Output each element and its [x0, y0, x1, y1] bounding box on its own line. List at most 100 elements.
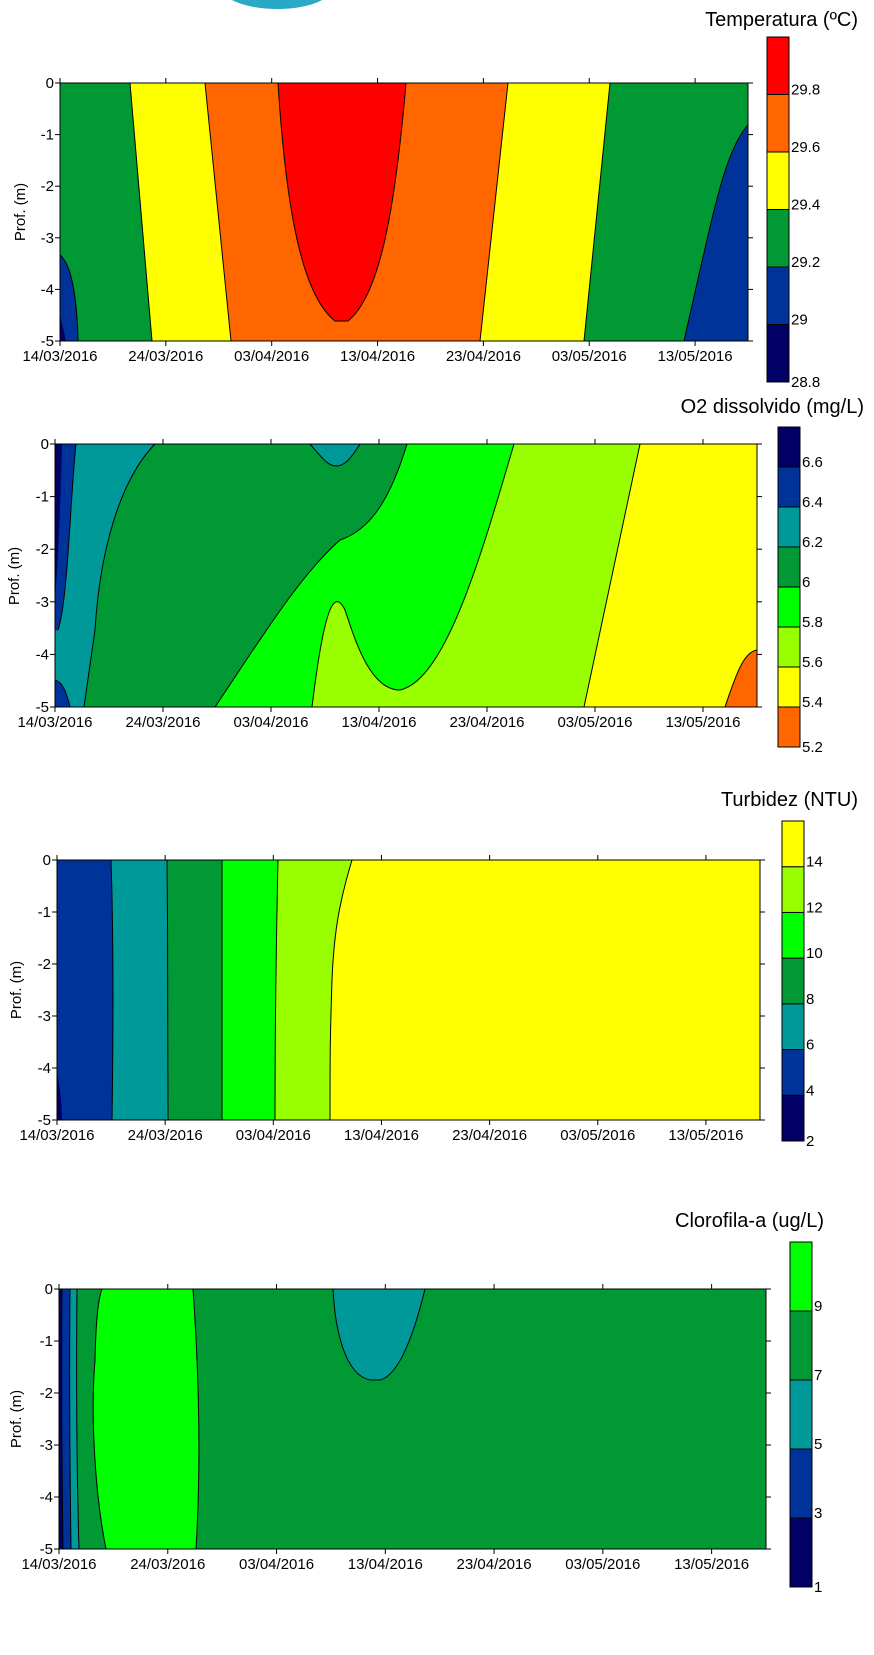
colorbar-label: 9 — [814, 1298, 822, 1315]
colorbar-swatch — [766, 266, 790, 325]
plot-frame — [54, 443, 758, 708]
colorbar-label: 3 — [814, 1505, 822, 1522]
colorbar-swatch — [789, 1241, 813, 1312]
colorbar-label: 6 — [802, 574, 810, 591]
x-tick-label: 03/04/2016 — [239, 1556, 314, 1573]
colorbar-swatch — [781, 1003, 805, 1051]
y-tick-label: -2 — [40, 1385, 53, 1402]
x-tick-label: 13/05/2016 — [658, 348, 733, 365]
x-tick-label: 13/04/2016 — [348, 1556, 423, 1573]
colorbar-label: 29.6 — [791, 139, 820, 156]
colorbar-swatch — [789, 1448, 813, 1519]
y-tick-label: -2 — [41, 178, 54, 195]
y-tick-label: -3 — [40, 1437, 53, 1454]
colorbar-swatch — [777, 506, 801, 548]
colorbar-label: 7 — [814, 1367, 822, 1384]
contour-region — [57, 860, 113, 1120]
x-tick-label: 13/04/2016 — [340, 348, 415, 365]
y-tick-label: -3 — [38, 1008, 51, 1025]
y-tick-label: -2 — [36, 541, 49, 558]
x-axis: 0 -1 -2 -3 -4 -514/03/2016 24/03/2016 03/04/201… — [22, 75, 753, 365]
contour-region — [55, 680, 70, 707]
colorbar-temperatura: 28.8 29 29.2 29.4 29.6 29.8 — [766, 36, 820, 391]
y-tick-label: 0 — [46, 75, 54, 92]
colorbar-swatch — [777, 666, 801, 708]
contour-region — [725, 650, 757, 707]
colorbar-label: 29.2 — [791, 254, 820, 271]
colorbar-label: 6.4 — [802, 494, 823, 511]
y-axis-label: Prof. (m) — [6, 547, 23, 605]
chart-title: Turbidez (NTU) — [721, 789, 858, 811]
y-tick-label: -1 — [41, 127, 54, 144]
contour-region — [57, 1070, 62, 1120]
colorbar-o2: 5.2 5.4 5.6 5.8 6 6.2 6.4 6.6 — [777, 426, 823, 756]
colorbar-swatch — [781, 1049, 805, 1096]
colorbar-label: 29.4 — [791, 197, 820, 214]
x-tick-label: 23/04/2016 — [457, 1556, 532, 1573]
x-tick-label: 24/03/2016 — [128, 1127, 203, 1144]
colorbar-label: 29 — [791, 312, 808, 329]
x-tick-label: 13/05/2016 — [668, 1127, 743, 1144]
x-axis: 0 -1 -2 -3 -4 -514/03/2016 24/03/2016 03/04/201… — [17, 436, 762, 731]
colorbar-swatch — [766, 94, 790, 153]
colorbar-label: 28.8 — [791, 374, 820, 391]
contour-region — [684, 125, 748, 341]
colorbar-label: 29.8 — [791, 82, 820, 99]
x-tick-label: 03/05/2016 — [552, 348, 627, 365]
panel-clorofila: 0 -1 -2 -3 -4 -514/03/2016 24/03/2016 03/04/201… — [8, 1210, 824, 1596]
chart-title: Temperatura (ºC) — [705, 9, 858, 31]
colorbar-label: 5.8 — [802, 614, 823, 631]
o2-contours — [55, 444, 757, 707]
contour-region — [60, 315, 66, 341]
y-axis-label: Prof. (m) — [12, 183, 29, 241]
y-tick-label: 0 — [41, 436, 49, 453]
colorbar-swatch — [777, 466, 801, 508]
colorbar-turbidez: 2 4 6 8 10 12 14 — [781, 820, 823, 1150]
y-tick-label: 0 — [43, 852, 51, 869]
y-tick-label: -2 — [38, 956, 51, 973]
x-tick-label: 13/04/2016 — [341, 714, 416, 731]
y-tick-label: -1 — [40, 1333, 53, 1350]
x-tick-label: 03/05/2016 — [557, 714, 632, 731]
colorbar-swatch — [789, 1517, 813, 1588]
x-tick-label: 24/03/2016 — [128, 348, 203, 365]
contour-region — [130, 83, 231, 341]
clorofila-contours — [59, 1289, 766, 1549]
x-tick-label: 13/05/2016 — [674, 1556, 749, 1573]
colorbar-swatch — [789, 1379, 813, 1450]
y-tick-label: -5 — [40, 1541, 53, 1558]
y-axis-label: Prof. (m) — [8, 1390, 25, 1448]
x-tick-label: 24/03/2016 — [130, 1556, 205, 1573]
x-tick-label: 03/04/2016 — [234, 348, 309, 365]
colorbar-clorofila: 1 3 5 7 9 — [789, 1241, 822, 1596]
y-tick-label: 0 — [45, 1281, 53, 1298]
turbidez-contours — [57, 860, 760, 1120]
colorbar-swatch — [777, 426, 801, 468]
y-tick-label: -5 — [38, 1112, 51, 1129]
colorbar-swatch — [781, 911, 805, 959]
x-tick-label: 03/05/2016 — [560, 1127, 635, 1144]
chart-title: O2 dissolvido (mg/L) — [681, 396, 864, 418]
y-tick-label: -5 — [36, 699, 49, 716]
contour-region — [55, 444, 62, 600]
x-tick-label: 13/04/2016 — [344, 1127, 419, 1144]
colorbar-label: 8 — [806, 991, 814, 1008]
temperature-contour-lines — [59, 82, 749, 342]
x-tick-label: 14/03/2016 — [22, 348, 97, 365]
contour-region — [333, 1289, 425, 1380]
contour-region — [93, 1289, 200, 1549]
y-tick-label: -3 — [36, 594, 49, 611]
y-tick-label: -4 — [40, 1489, 53, 1506]
colorbar-swatch — [777, 626, 801, 668]
colorbar-label: 6 — [806, 1037, 814, 1054]
colorbar-label: 5 — [814, 1436, 822, 1453]
colorbar-swatch — [781, 866, 805, 913]
contour-region — [55, 444, 155, 707]
plot-frame — [56, 859, 761, 1121]
colorbar-label: 2 — [806, 1133, 814, 1150]
y-tick-label: -1 — [38, 904, 51, 921]
y-axis-label: Prof. (m) — [8, 961, 25, 1019]
y-tick-label: -3 — [41, 230, 54, 247]
x-tick-label: 03/04/2016 — [236, 1127, 311, 1144]
